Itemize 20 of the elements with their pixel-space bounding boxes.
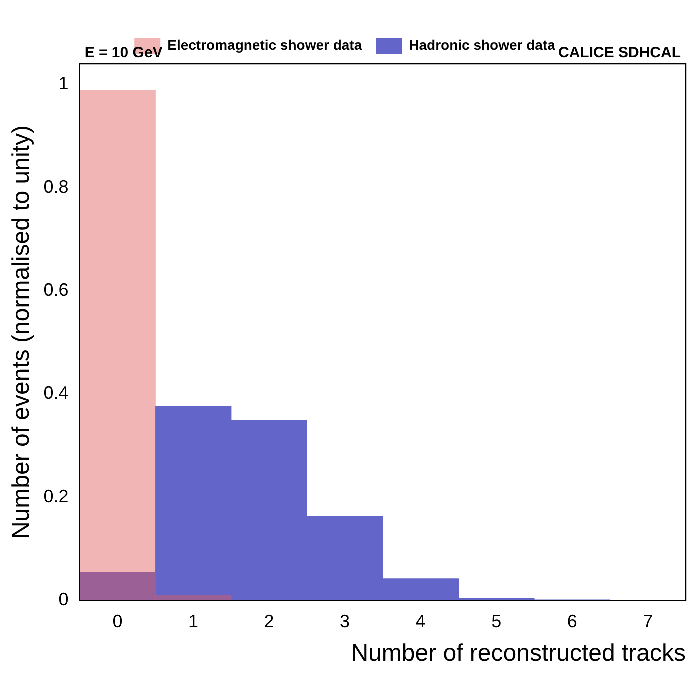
text: CALICE SDHCAL [558,44,681,62]
y-axis-title: Number of events (normalised to unity) [8,126,36,540]
y-tick-label: 0.8 [44,176,69,197]
y-tick-label: 1 [58,74,69,94]
x-tick-label: 2 [264,611,274,632]
text: E = 10 GeV [84,44,163,62]
x-tick-label: 5 [492,611,502,632]
legend-label: Hadronic shower data [409,36,556,53]
x-tick-label: 4 [416,611,426,632]
legend-label: Electromagnetic shower data [168,36,362,53]
y-tick-label: 0 [58,590,69,610]
y-tick-label: 0.2 [44,486,69,506]
y-tick-label: 0.6 [44,280,69,300]
x-tick-label: 6 [567,611,578,632]
x-tick-label: 1 [188,611,198,632]
y-tick-label: 0.4 [44,383,69,404]
x-axis-title: Number of reconstructed tracks [351,640,686,668]
x-tick-label: 7 [643,611,654,632]
x-tick-label: 3 [340,611,350,632]
x-tick-label: 0 [112,611,123,632]
